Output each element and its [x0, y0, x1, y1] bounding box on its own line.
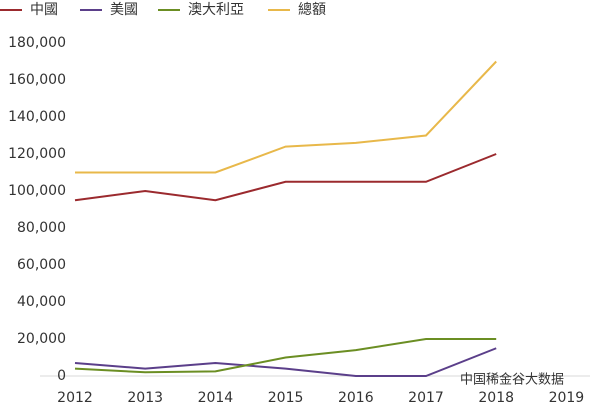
y-tick-label: 140,000: [8, 109, 66, 125]
legend-label: 中國: [30, 2, 58, 18]
line-series: [74, 338, 497, 374]
y-tick-label: 60,000: [17, 257, 66, 273]
line-series: [74, 153, 497, 202]
x-tick-label: 2019: [549, 390, 585, 406]
x-tick-label: 2013: [127, 390, 163, 406]
y-tick-label: 120,000: [8, 146, 66, 162]
y-tick-label: 160,000: [8, 72, 66, 88]
y-tick-label: 20,000: [17, 331, 66, 347]
x-tick-label: 2016: [338, 390, 374, 406]
x-tick-label: 2012: [57, 390, 93, 406]
x-tick-label: 2018: [478, 390, 514, 406]
y-tick-label: 0: [57, 368, 66, 384]
x-tick-label: 2015: [268, 390, 304, 406]
legend-label: 美國: [110, 2, 138, 18]
line-series: [75, 60, 497, 174]
legend-label: 澳大利亞: [188, 2, 244, 18]
line-series: [74, 347, 497, 377]
x-tick-label: 2014: [198, 390, 234, 406]
legend-label: 總額: [298, 1, 326, 18]
y-tick-label: 100,000: [8, 183, 66, 199]
y-tick-label: 40,000: [17, 294, 66, 310]
y-tick-label: 80,000: [17, 220, 66, 236]
x-tick-label: 2017: [408, 390, 444, 406]
watermark: 中国稀金谷大数据: [460, 372, 564, 388]
y-tick-label: 180,000: [8, 35, 66, 51]
